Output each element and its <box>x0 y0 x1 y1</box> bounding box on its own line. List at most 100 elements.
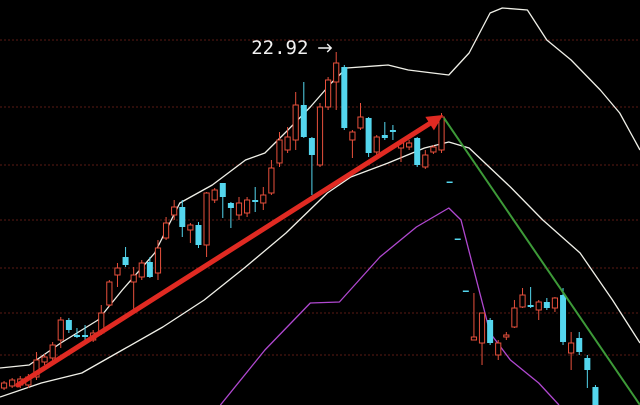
candle-up <box>260 187 267 210</box>
candle-body <box>65 320 72 330</box>
candle-down <box>227 202 234 228</box>
candle-body <box>211 189 218 201</box>
candle-up <box>357 103 364 130</box>
candle-up <box>130 267 137 310</box>
candle-up <box>268 160 275 195</box>
candle-up <box>349 130 356 158</box>
candle-body <box>341 67 348 128</box>
candle-up <box>535 300 542 320</box>
candle-body <box>33 359 40 378</box>
candle-up <box>171 200 178 220</box>
middle-band-line <box>0 141 640 398</box>
candle-body <box>268 167 275 194</box>
candle-down <box>252 187 259 212</box>
candle-up <box>187 223 194 243</box>
trend-overlays <box>15 115 640 405</box>
candles <box>0 52 599 405</box>
candle-up <box>57 317 64 348</box>
candle-body <box>535 301 542 311</box>
candle-down <box>584 355 591 388</box>
candle-body <box>325 79 332 108</box>
right-arrow-icon <box>318 43 333 53</box>
candle-body <box>252 200 259 202</box>
candle-body <box>171 206 178 216</box>
candle-body <box>154 247 162 274</box>
candle-body <box>584 358 591 370</box>
candle-body <box>292 104 299 141</box>
candle-up <box>470 293 478 341</box>
candle-up <box>9 378 16 388</box>
high-price-label: 22.92 <box>251 37 308 59</box>
candle-body <box>138 262 145 278</box>
candle-up <box>154 240 162 280</box>
candle-down <box>365 117 372 157</box>
candle-up <box>519 288 526 308</box>
candle-up <box>114 263 121 287</box>
candle-up <box>33 352 40 380</box>
candle-body <box>106 281 113 306</box>
candle-up <box>203 192 210 257</box>
candle-body <box>527 305 534 307</box>
candle-down <box>576 332 583 355</box>
candle-body <box>235 202 243 216</box>
candle-body <box>495 342 502 356</box>
candle-down <box>543 298 550 310</box>
candle-body <box>487 320 494 343</box>
candle-body <box>57 319 64 341</box>
candle-down <box>341 65 348 130</box>
candle-up <box>422 150 429 169</box>
candle-body <box>82 335 89 337</box>
candle-body <box>122 257 129 265</box>
indicator-lines <box>0 7 640 405</box>
red-trend-arrow <box>15 121 433 388</box>
candle-down <box>73 328 80 338</box>
candle-body <box>9 379 16 387</box>
candle-body <box>381 135 388 138</box>
candle-down <box>446 181 453 183</box>
candle-up <box>568 332 575 370</box>
candle-up <box>138 260 145 280</box>
purple-line <box>219 207 560 405</box>
candle-up <box>333 52 340 110</box>
candle-body <box>560 295 567 342</box>
candle-down <box>381 122 388 140</box>
candle-body <box>130 274 137 283</box>
candle-body <box>49 344 56 359</box>
candle-body <box>389 130 396 132</box>
candle-body <box>454 238 461 240</box>
candle-body <box>276 139 283 164</box>
candle-down <box>487 318 494 345</box>
candle-body <box>41 356 48 363</box>
candle-down <box>219 183 226 218</box>
candle-up <box>406 140 413 150</box>
candle-body <box>333 62 340 83</box>
candle-body <box>114 267 121 276</box>
candle-body <box>365 118 372 153</box>
candle-down <box>462 290 469 292</box>
candle-down <box>179 200 186 237</box>
candle-up <box>551 297 559 312</box>
candle-body <box>243 199 251 214</box>
candle-down <box>414 137 421 167</box>
candle-up <box>276 132 283 167</box>
candle-body <box>446 181 453 183</box>
candle-up <box>41 354 48 365</box>
candle-body <box>462 290 469 292</box>
candle-body <box>438 116 445 151</box>
candle-body <box>592 387 599 405</box>
candle-body <box>316 106 324 166</box>
candle-body <box>511 307 518 328</box>
candle-body <box>568 342 575 354</box>
candle-up <box>284 127 291 153</box>
candle-body <box>284 136 291 151</box>
candle-down <box>527 287 534 308</box>
candle-body <box>422 154 429 168</box>
candle-body <box>519 294 526 308</box>
candle-up <box>162 217 170 240</box>
candle-up <box>478 312 486 365</box>
green-trendline <box>443 117 640 405</box>
candle-body <box>414 138 421 165</box>
candle-body <box>430 146 437 153</box>
red-arrow-head <box>425 115 444 131</box>
candle-body <box>349 131 356 141</box>
